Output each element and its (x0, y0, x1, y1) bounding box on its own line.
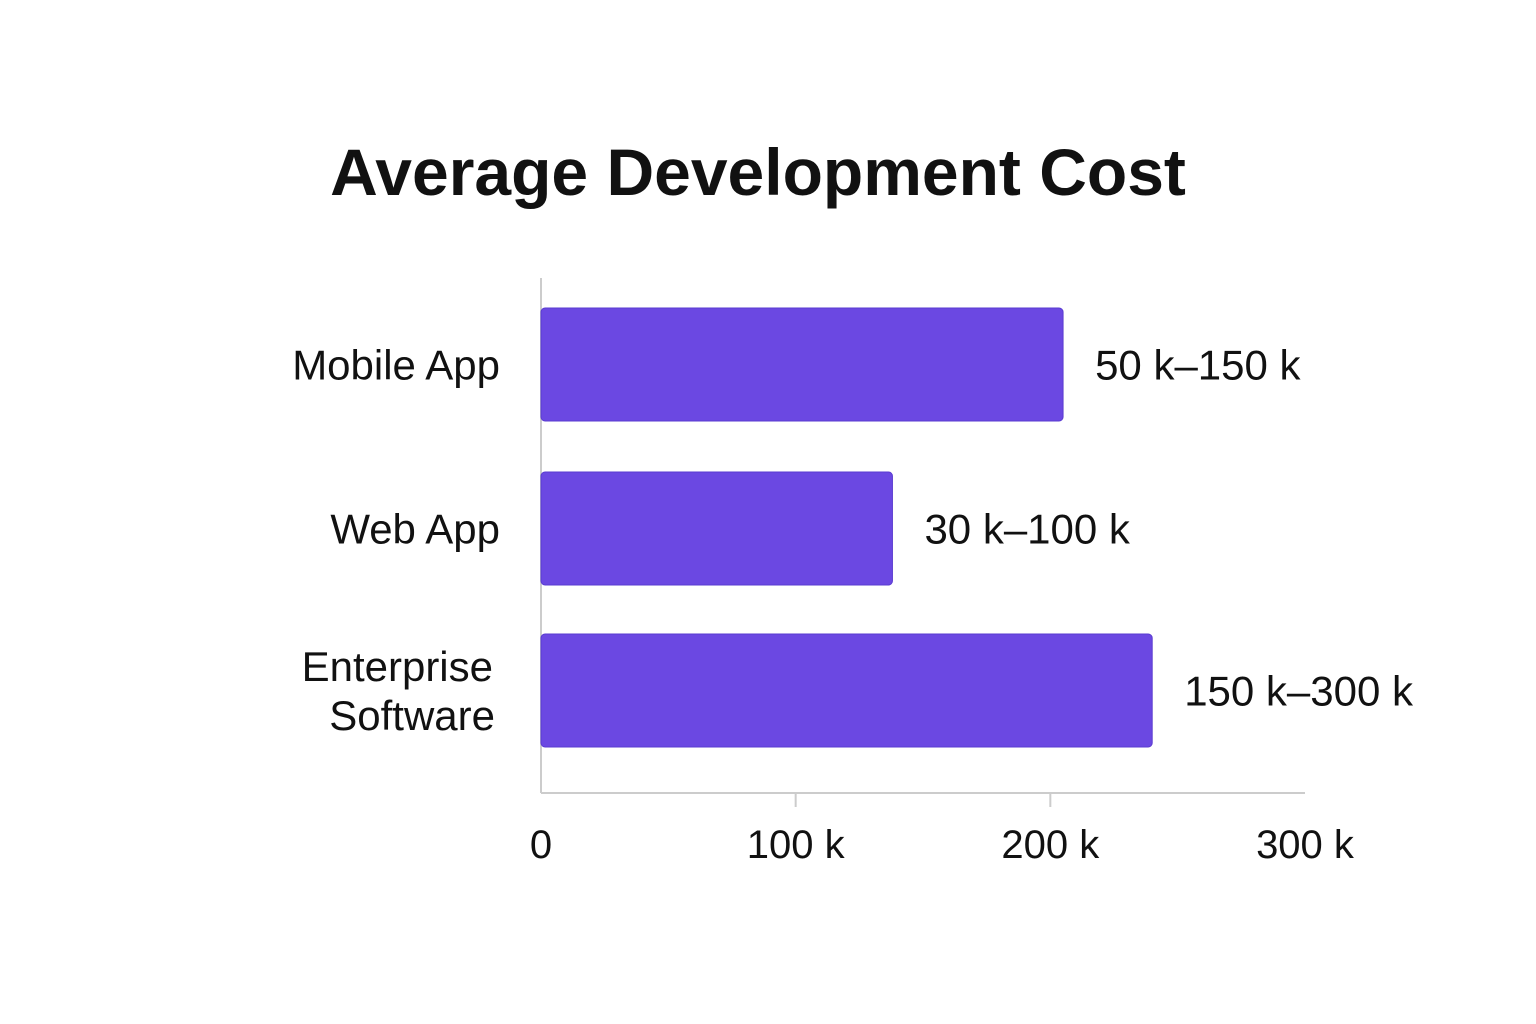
bar (540, 471, 893, 586)
category-label-line: Software (329, 692, 495, 739)
category-label: Mobile App (292, 342, 500, 389)
category-label: Web App (330, 506, 500, 553)
x-tick-label: 300 k (1256, 823, 1355, 867)
x-tick-label: 200 k (1001, 823, 1100, 867)
value-labels: 50 k–150 k 30 k–100 k 150 k–300 k (924, 342, 1414, 715)
x-tick-label: 100 k (747, 823, 846, 867)
value-label: 50 k–150 k (1095, 342, 1301, 389)
value-label: 150 k–300 k (1184, 668, 1414, 715)
bar (540, 633, 1153, 748)
bar (540, 307, 1064, 422)
x-tick-label: 0 (530, 823, 552, 867)
category-label-line: Enterprise (302, 643, 493, 690)
category-label: Enterprise Software (302, 643, 495, 739)
x-axis-ticks: 0 100 k 200 k 300 k (530, 793, 1355, 867)
bars (540, 307, 1153, 748)
value-label: 30 k–100 k (924, 506, 1130, 553)
chart-title: Average Development Cost (330, 135, 1186, 209)
category-labels: Mobile App Web App Enterprise Software (292, 342, 500, 740)
